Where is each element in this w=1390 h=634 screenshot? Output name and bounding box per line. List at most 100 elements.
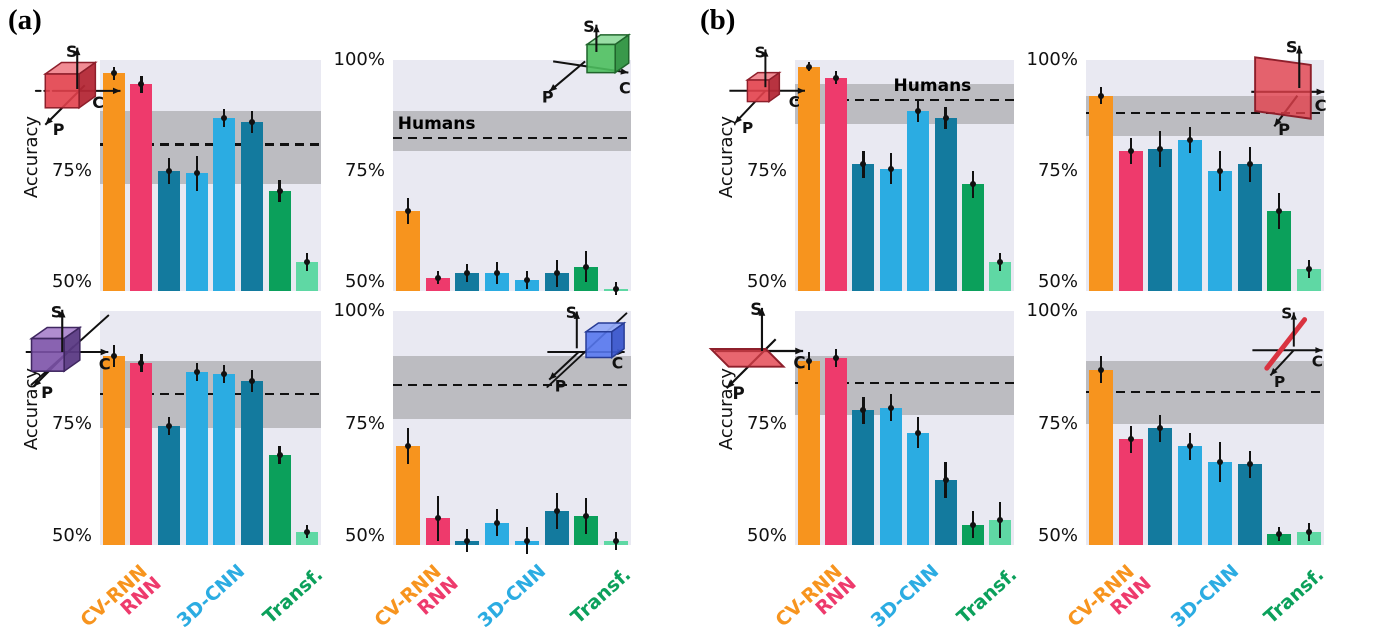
humans-label: Humans — [893, 75, 972, 96]
bar-cv-rnn — [797, 360, 820, 545]
error-dot — [553, 508, 560, 515]
error-dot — [494, 519, 501, 526]
bar-3d-cnn — [1178, 446, 1203, 545]
bar-3d-cnn — [213, 117, 236, 291]
bar-3d-cnn — [158, 171, 181, 291]
error-dot — [969, 521, 976, 528]
bar-transf — [296, 531, 319, 545]
error-dot — [915, 108, 922, 115]
error-dot — [1157, 425, 1164, 431]
humans-band — [393, 111, 631, 152]
svg-text:C: C — [1312, 352, 1323, 370]
x-category-transf: Transf. — [259, 563, 328, 629]
bar-3d-cnn — [240, 380, 263, 545]
error-dot — [464, 270, 471, 277]
x-category-3d-cnn: 3D-CNN — [866, 560, 943, 632]
bar-transf — [989, 262, 1012, 291]
blue-cube-icon: S C P — [540, 303, 632, 398]
bar-3d-cnn — [879, 168, 902, 291]
error-dot — [583, 263, 590, 270]
error-dot — [1216, 458, 1223, 465]
ytick-50: 50% — [1037, 271, 1078, 293]
bar-3d-cnn — [1207, 171, 1232, 291]
bar-3d-cnn — [852, 410, 875, 545]
bar-3d-cnn — [240, 122, 263, 291]
bar-3d-cnn — [1148, 148, 1173, 291]
panel-a-label: (a) — [8, 4, 42, 36]
svg-text:P: P — [742, 119, 753, 136]
svg-text:S: S — [1281, 306, 1292, 323]
ytick-50: 50% — [1037, 525, 1078, 546]
error-dot — [833, 355, 840, 362]
error-dot — [942, 476, 949, 483]
error-dot — [166, 422, 173, 429]
ytick-75: 75% — [746, 160, 787, 182]
error-dot — [969, 181, 976, 188]
svg-text:P: P — [1274, 373, 1285, 391]
ytick-100: 100% — [333, 49, 385, 70]
bar-rnn — [825, 77, 847, 291]
ytick-50: 50% — [746, 271, 787, 293]
bar-3d-cnn — [907, 432, 930, 545]
x-category-transf: Transf. — [952, 563, 1021, 629]
bar-cv-rnn — [1088, 369, 1113, 545]
error-dot — [404, 208, 411, 215]
error-dot — [434, 515, 441, 521]
error-dot — [805, 357, 812, 364]
humans-mean-line — [393, 384, 631, 387]
ytick-75: 75% — [1037, 160, 1078, 182]
humans-mean-line — [795, 98, 1014, 102]
error-dot — [523, 537, 530, 544]
error-dot — [1187, 443, 1194, 449]
error-dot — [1276, 208, 1283, 215]
bar-rnn — [1118, 439, 1143, 545]
error-dot — [887, 165, 894, 172]
error-dot — [613, 537, 620, 544]
error-dot — [860, 407, 867, 413]
bar-transf — [961, 184, 984, 291]
bar-transf — [1267, 211, 1292, 291]
bar-rnn — [825, 358, 847, 545]
svg-text:P: P — [542, 88, 554, 107]
red-cube-icon: S C P — [34, 42, 128, 139]
red-vertical-plane-icon: S C P — [1234, 36, 1330, 140]
red-rod-icon: S C P — [1238, 305, 1328, 398]
svg-text:P: P — [555, 377, 566, 396]
error-dot — [193, 368, 200, 375]
error-dot — [221, 114, 228, 121]
error-dot — [1276, 530, 1283, 537]
bar-3d-cnn — [852, 164, 875, 291]
humans-mean-line — [795, 381, 1014, 385]
ytick-75: 75% — [1037, 412, 1078, 434]
error-dot — [915, 429, 922, 436]
error-dot — [942, 114, 949, 121]
svg-text:S: S — [566, 306, 577, 322]
error-dot — [833, 74, 840, 81]
ytick-100: 100% — [1026, 300, 1078, 321]
error-dot — [1157, 145, 1164, 152]
error-dot — [1187, 136, 1194, 143]
bar-3d-cnn — [1237, 164, 1262, 291]
error-dot — [494, 270, 501, 277]
error-dot — [248, 377, 255, 384]
red-cube-small-icon: S C P — [724, 42, 814, 137]
bar-3d-cnn — [907, 111, 930, 291]
svg-text:P: P — [1278, 120, 1290, 139]
ytick-75: 75% — [344, 160, 385, 182]
bar-3d-cnn — [1207, 461, 1232, 545]
error-dot — [553, 270, 560, 277]
error-dot — [434, 274, 441, 281]
ytick-75: 75% — [51, 412, 92, 434]
bar-rnn — [1118, 151, 1143, 291]
bar-3d-cnn — [213, 374, 236, 545]
svg-text:C: C — [789, 93, 800, 111]
bar-rnn — [425, 277, 450, 291]
humans-mean-line — [1086, 390, 1324, 394]
svg-text:S: S — [51, 304, 63, 321]
ytick-75: 75% — [344, 412, 385, 434]
bar-cv-rnn — [1088, 95, 1113, 291]
bar-cv-rnn — [102, 356, 125, 545]
humans-band — [393, 356, 631, 419]
bar-3d-cnn — [185, 371, 208, 545]
error-dot — [304, 259, 311, 266]
